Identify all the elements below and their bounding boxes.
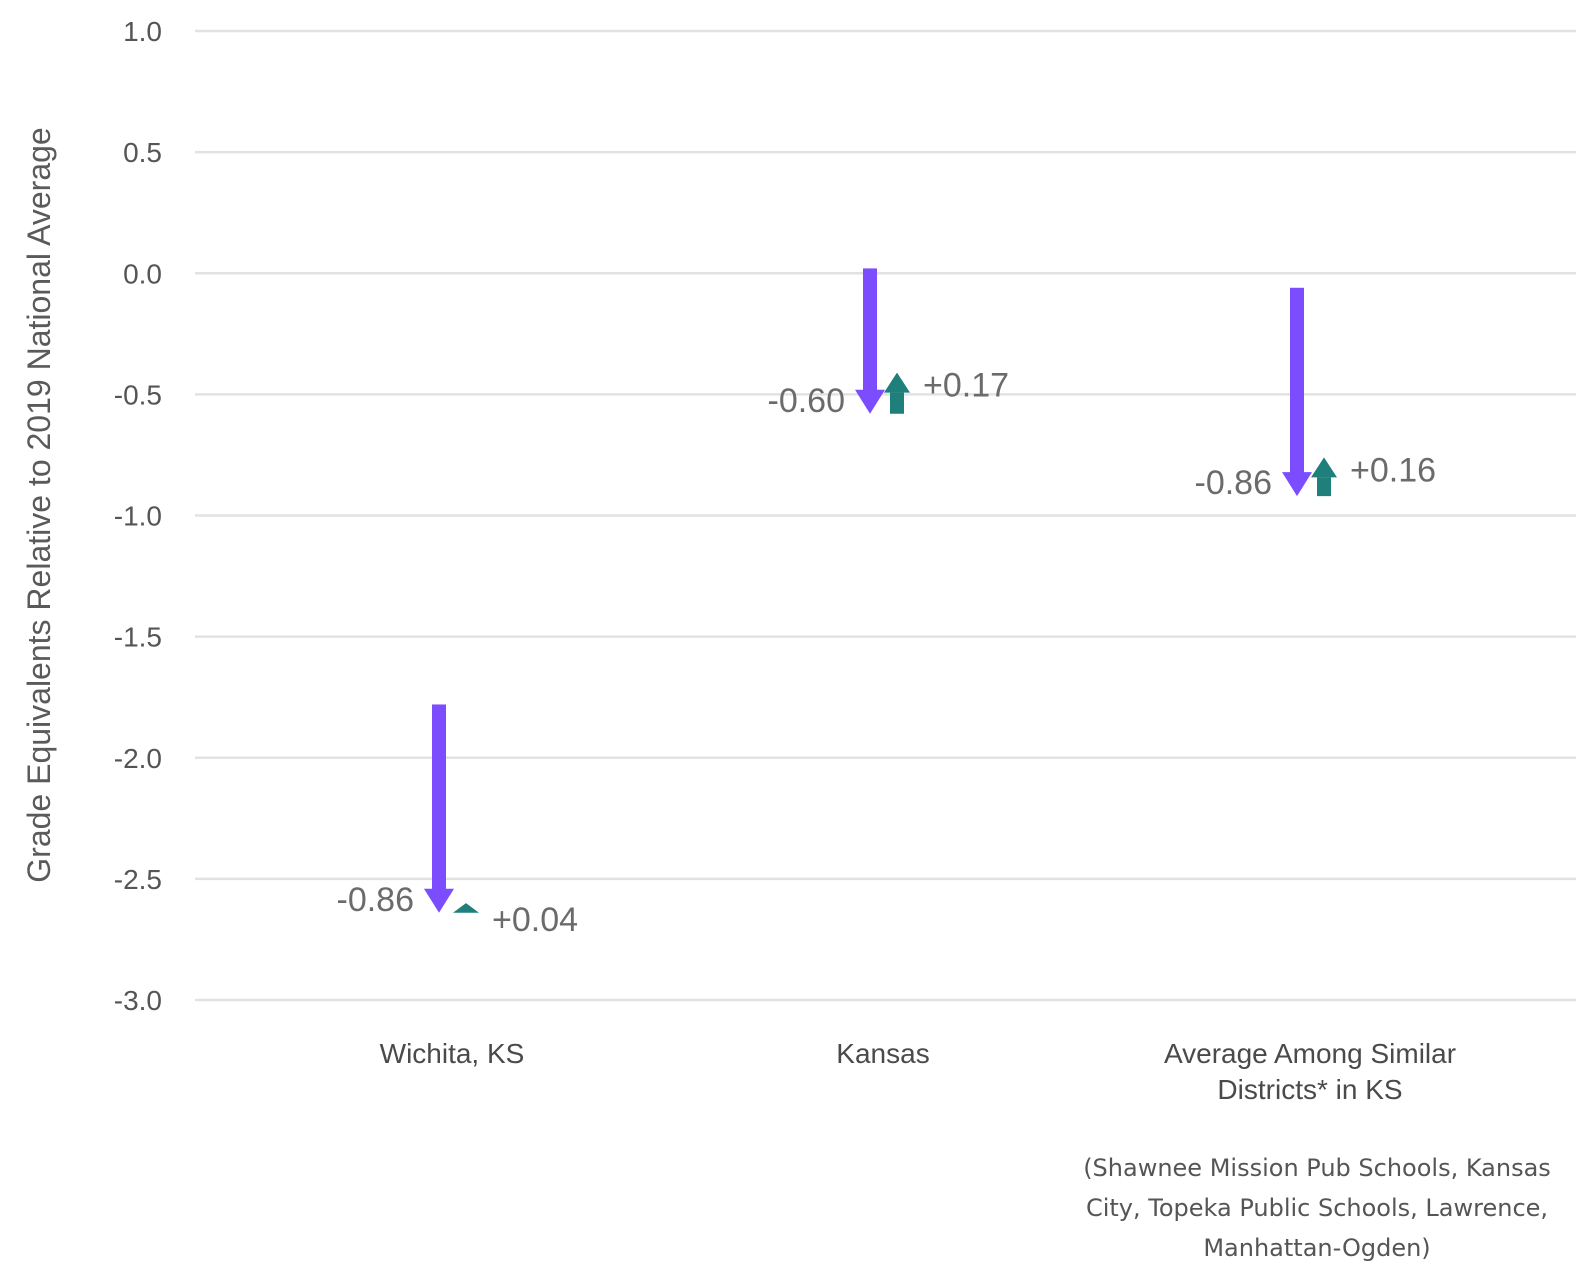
y-tick-label: -2.5 [114, 864, 162, 895]
footnote-line: City, Topeka Public Schools, Lawrence, [1086, 1194, 1548, 1222]
y-axis-ticks: 1.0 0.5 0.0 -0.5 -1.0 -1.5 -2.0 -2.5 -3.0 [114, 16, 162, 1016]
x-category-label: Average Among Similar [1164, 1038, 1456, 1069]
decline-arrow-head [855, 389, 885, 414]
decline-arrow [424, 704, 454, 913]
decline-arrow-shaft [432, 704, 446, 891]
y-axis-title: Grade Equivalents Relative to 2019 Natio… [21, 127, 57, 882]
recovery-arrow [884, 372, 910, 414]
recovery-arrow-head [884, 372, 910, 393]
data-marks: -0.86 +0.04 -0.60 +0.17 -0.86 +0.16 [337, 268, 1436, 939]
y-tick-label: 0.5 [123, 137, 162, 168]
y-tick-label: -0.5 [114, 379, 162, 410]
footnote: (Shawnee Mission Pub Schools, Kansas City… [1083, 1154, 1551, 1262]
footnote-line: (Shawnee Mission Pub Schools, Kansas [1083, 1154, 1551, 1182]
x-category-label: Wichita, KS [380, 1038, 525, 1069]
decline-arrow-head [1282, 472, 1312, 497]
decline-label: -0.60 [768, 382, 846, 420]
decline-arrow [1282, 287, 1312, 497]
y-tick-label: -1.0 [114, 501, 162, 532]
decline-arrow-shaft [863, 268, 877, 392]
recovery-label: +0.04 [492, 901, 578, 939]
x-category-label: Kansas [836, 1038, 929, 1069]
gridlines [195, 29, 1576, 1002]
x-category-label: Districts* in KS [1217, 1074, 1402, 1105]
x-axis-categories: Wichita, KS Kansas Average Among Similar Di… [380, 1038, 1456, 1105]
recovery-arrow [453, 903, 479, 913]
y-tick-label: -3.0 [114, 985, 162, 1016]
y-tick-label: -1.5 [114, 622, 162, 653]
recovery-label: +0.17 [923, 367, 1009, 405]
y-tick-label: 1.0 [123, 16, 162, 47]
footnote-line: Manhattan-Ogden) [1203, 1234, 1430, 1262]
recovery-arrow-shaft [890, 392, 904, 414]
y-tick-label: 0.0 [123, 258, 162, 289]
decline-arrow [855, 268, 885, 414]
y-tick-label: -2.0 [114, 743, 162, 774]
recovery-arrow-head [1311, 457, 1337, 478]
recovery-arrow-head [453, 903, 479, 913]
recovery-arrow [1311, 457, 1337, 497]
recovery-arrow-shaft [1317, 477, 1331, 497]
decline-label: -0.86 [337, 881, 415, 919]
decline-arrow-head [424, 888, 454, 913]
decline-label: -0.86 [1195, 464, 1273, 502]
decline-arrow-shaft [1290, 287, 1304, 475]
recovery-label: +0.16 [1350, 451, 1436, 489]
